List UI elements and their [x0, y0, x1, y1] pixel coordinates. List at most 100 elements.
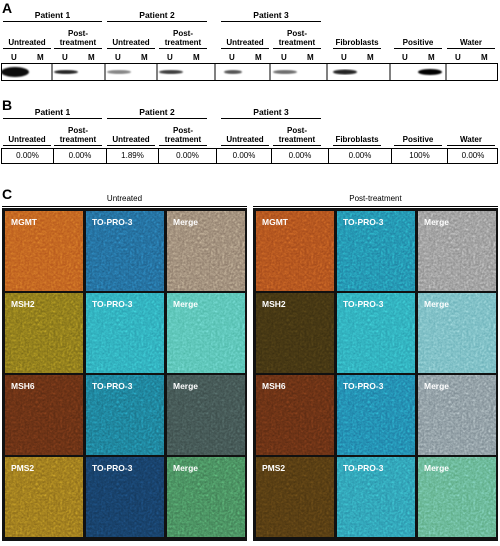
stain-label: Merge	[173, 463, 199, 473]
table-cell: 0.00%	[159, 148, 217, 164]
panel-label: C	[2, 186, 13, 202]
group-line	[107, 21, 207, 22]
micrograph: TO-PRO-3	[86, 211, 164, 291]
lane-label: U	[11, 53, 17, 62]
column-line	[3, 48, 51, 49]
column-label: Fibroblasts	[335, 135, 379, 144]
group-line	[221, 21, 321, 22]
band	[224, 70, 242, 74]
micrograph: TO-PRO-3	[337, 211, 415, 291]
texture	[337, 457, 415, 537]
texture	[167, 293, 245, 373]
micrograph: TO-PRO-3	[337, 375, 415, 455]
texture	[167, 211, 245, 291]
stain-label: Merge	[173, 217, 199, 227]
column-line	[54, 145, 102, 146]
micrograph: MSH6	[256, 375, 334, 455]
panel-title: Untreated	[106, 194, 143, 203]
noise	[167, 211, 245, 291]
column-label: Untreated	[226, 135, 264, 144]
table-cell: 0.00%	[2, 148, 54, 164]
micrograph: Merge	[167, 457, 245, 537]
texture	[418, 293, 496, 373]
texture	[5, 457, 83, 537]
band	[273, 70, 297, 74]
column-label: Fibroblasts	[335, 38, 379, 47]
stain-label: PMS2	[11, 463, 35, 473]
band	[418, 69, 442, 75]
noise	[86, 457, 164, 537]
texture	[418, 457, 496, 537]
texture	[337, 375, 415, 455]
noise	[167, 375, 245, 455]
texture	[167, 457, 245, 537]
stain-label: TO-PRO-3	[343, 463, 384, 473]
table-cell: 0.00%	[272, 148, 329, 164]
column-line	[333, 48, 381, 49]
group-line	[3, 21, 102, 22]
band	[159, 70, 183, 74]
micrograph: MGMT	[5, 211, 83, 291]
panel-label: A	[2, 0, 13, 16]
texture	[86, 457, 164, 537]
lane-label: U	[62, 53, 68, 62]
noise	[5, 457, 83, 537]
column-label: Post-treatment	[164, 29, 202, 47]
micrograph: TO-PRO-3	[86, 375, 164, 455]
micrograph: Merge	[418, 293, 496, 373]
table-cell: 0.00%	[217, 148, 272, 164]
stain-label: Merge	[424, 299, 450, 309]
stain-label: Merge	[173, 299, 199, 309]
stain-label: MGMT	[262, 217, 288, 227]
stain-label: TO-PRO-3	[92, 463, 133, 473]
noise	[5, 211, 83, 291]
column-line	[447, 48, 495, 49]
group-line	[221, 118, 321, 119]
micrograph: Merge	[418, 375, 496, 455]
column-line	[221, 48, 269, 49]
group-label: Patient 1	[34, 107, 71, 117]
column-line	[221, 145, 269, 146]
lane-label: M	[428, 53, 435, 62]
column-label: Untreated	[8, 38, 46, 47]
lane-label: U	[455, 53, 461, 62]
micrograph: MSH2	[5, 293, 83, 373]
band	[107, 70, 131, 74]
column-line	[273, 145, 321, 146]
noise	[86, 375, 164, 455]
stain-label: MSH6	[11, 381, 35, 391]
micrograph: TO-PRO-3	[337, 293, 415, 373]
column-label: Post-treatment	[59, 29, 97, 47]
noise	[256, 375, 334, 455]
noise	[256, 293, 334, 373]
table-cell: 1.89%	[107, 148, 159, 164]
lane-label: M	[141, 53, 148, 62]
noise	[418, 457, 496, 537]
micrograph: MSH6	[5, 375, 83, 455]
band	[333, 69, 357, 75]
stain-label: TO-PRO-3	[343, 217, 384, 227]
texture	[86, 211, 164, 291]
column-label: Untreated	[8, 135, 46, 144]
texture	[5, 293, 83, 373]
column-label: Positive	[402, 135, 434, 144]
lane-label: U	[115, 53, 121, 62]
title-line	[2, 206, 247, 207]
noise	[337, 375, 415, 455]
stain-label: Merge	[424, 217, 450, 227]
lane-label: U	[229, 53, 235, 62]
column-line	[273, 48, 321, 49]
micrograph: MSH2	[256, 293, 334, 373]
gel	[1, 63, 498, 81]
title-line	[253, 206, 498, 207]
noise	[418, 375, 496, 455]
noise	[256, 211, 334, 291]
table-cell: 0.00%	[54, 148, 107, 164]
group-line	[3, 118, 102, 119]
stain-label: Merge	[424, 381, 450, 391]
band	[54, 70, 78, 74]
panel-title: Post-treatment	[349, 194, 402, 203]
column-line	[159, 48, 207, 49]
lane-label: M	[37, 53, 44, 62]
micrograph: Merge	[418, 211, 496, 291]
